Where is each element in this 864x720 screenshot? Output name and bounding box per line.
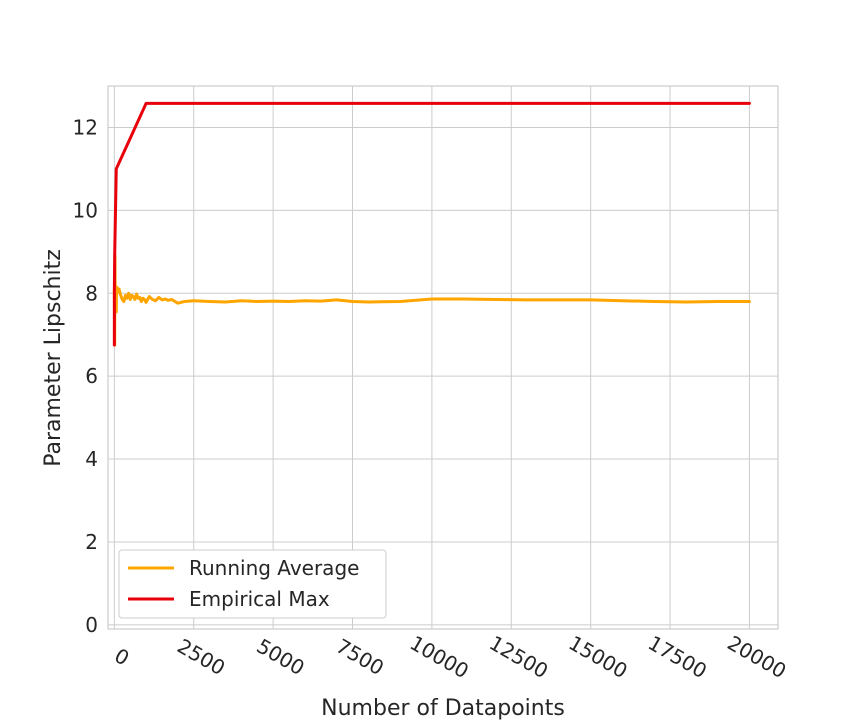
y-tick-label: 12 xyxy=(73,115,98,139)
y-axis-label: Parameter Lipschitz xyxy=(41,249,66,467)
series-line-running-average xyxy=(112,254,751,347)
x-tick-label: 12500 xyxy=(485,631,552,684)
x-tick-label: 10000 xyxy=(406,631,473,684)
legend: Running Average Empirical Max xyxy=(118,549,387,619)
x-tick-label: 20000 xyxy=(723,631,790,684)
y-tick-label: 4 xyxy=(85,447,98,471)
y-tick-label: 2 xyxy=(85,530,98,554)
x-tick-label: 7500 xyxy=(332,634,388,680)
series-line-empirical-max xyxy=(112,101,751,347)
grid xyxy=(108,86,778,629)
y-tick-label: 10 xyxy=(73,198,98,222)
x-axis-label: Number of Datapoints xyxy=(321,696,565,720)
legend-label-empirical-max: Empirical Max xyxy=(189,587,330,611)
legend-label-running-average: Running Average xyxy=(189,556,359,580)
x-tick-label: 5000 xyxy=(253,634,309,680)
legend-box xyxy=(118,549,387,619)
x-axis-ticks: 0 2500 5000 7500 10000 12500 15000 17500 20000 xyxy=(110,631,790,684)
series-group xyxy=(112,101,751,347)
y-tick-label: 0 xyxy=(85,613,98,637)
x-tick-label: 0 xyxy=(110,643,133,670)
plot-background xyxy=(108,86,778,629)
y-tick-label: 8 xyxy=(85,281,98,305)
y-axis-ticks: 0 2 4 6 8 10 12 xyxy=(73,115,98,636)
x-tick-label: 15000 xyxy=(565,631,632,684)
x-tick-label: 17500 xyxy=(644,631,711,684)
plot-frame xyxy=(107,85,779,630)
y-tick-label: 6 xyxy=(85,364,98,388)
x-tick-label: 2500 xyxy=(173,634,229,680)
